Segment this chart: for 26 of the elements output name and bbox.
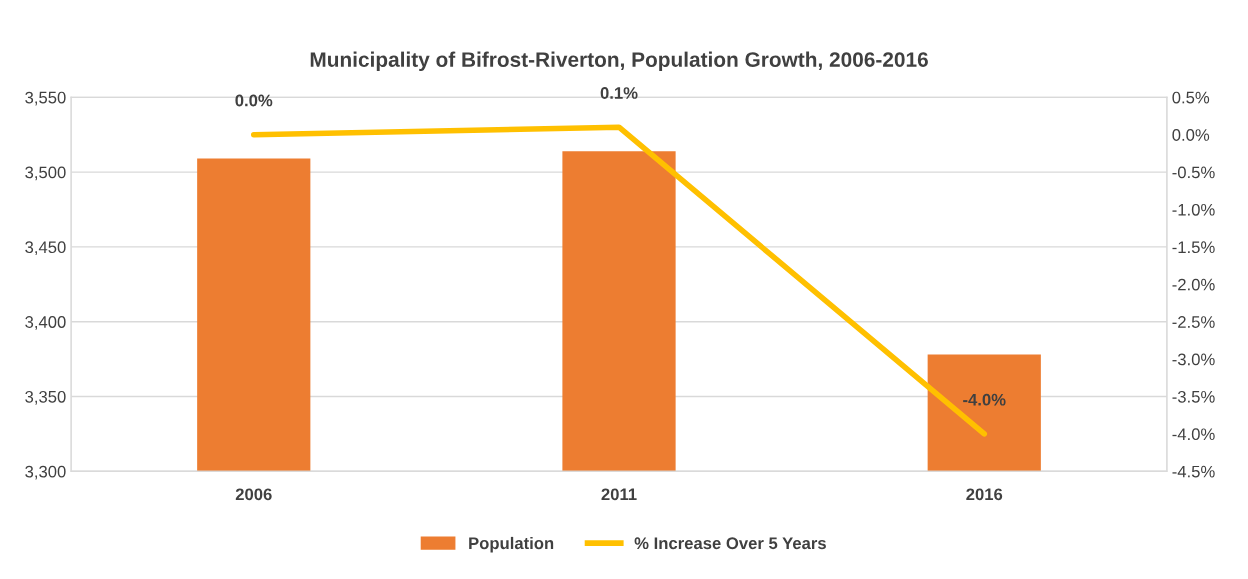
x-tick-label: 2016 (966, 488, 1003, 501)
y2-tick-label: -1.0% (1172, 203, 1215, 216)
x-tick-label: 2006 (235, 488, 272, 501)
data-label: 0.0% (235, 94, 273, 107)
data-label: 0.1% (600, 87, 638, 99)
y2-tick-label: 0.5% (1172, 91, 1210, 104)
chart-title: Municipality of Bifrost-Riverton, Population Growth, 2006-2016 (310, 51, 928, 72)
y2-tick-label: -3.0% (1172, 353, 1215, 366)
y2-tick-label: -3.5% (1172, 390, 1215, 403)
x-tick-label: 2011 (601, 488, 637, 501)
y2-tick-label: -2.0% (1172, 278, 1215, 291)
y-tick-label: 3,400 (25, 316, 66, 330)
y-tick-label: 3,350 (25, 390, 66, 405)
y2-tick-label: -2.5% (1172, 316, 1215, 328)
y-tick-label: 3,550 (25, 91, 66, 106)
legend-label: % Increase Over 5 Years (634, 537, 826, 550)
y2-tick-label: -4.5% (1172, 465, 1215, 478)
y2-tick-label: -0.5% (1172, 166, 1215, 179)
y-tick-label: 3,450 (25, 241, 66, 256)
data-label: -4.0% (963, 393, 1006, 406)
y2-tick-label: -1.5% (1172, 241, 1215, 254)
legend-label: Population (469, 536, 554, 553)
y2-tick-label: -4.0% (1172, 428, 1215, 441)
y-tick-label: 3,500 (25, 166, 66, 181)
y-tick-label: 3,300 (25, 465, 66, 480)
y2-tick-label: 0.0% (1172, 129, 1210, 141)
